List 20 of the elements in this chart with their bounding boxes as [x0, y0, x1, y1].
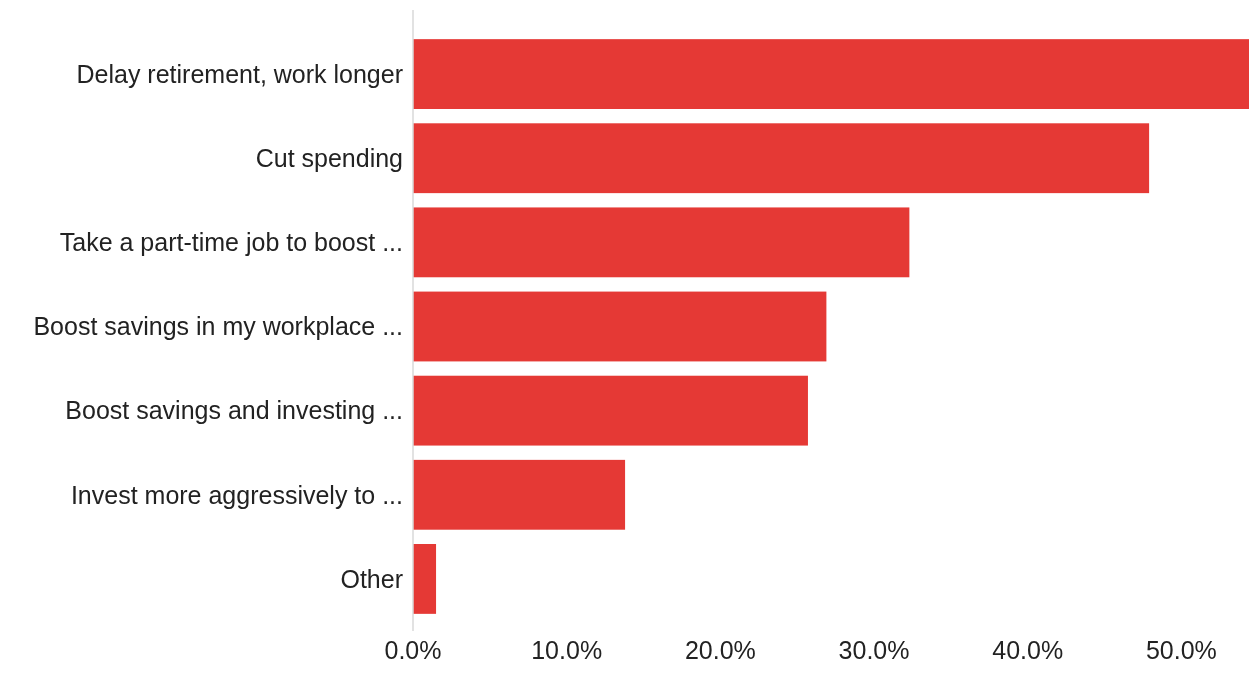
- x-tick-label: 40.0%: [992, 636, 1064, 664]
- bar: [413, 123, 1150, 194]
- bar: [413, 291, 827, 362]
- y-tick-label: Delay retirement, work longer: [76, 59, 403, 88]
- bar: [413, 375, 808, 446]
- bar: [413, 459, 626, 530]
- bar: [413, 39, 1249, 109]
- x-tick-label: 50.0%: [1145, 636, 1217, 664]
- x-tick-label: 30.0%: [838, 636, 910, 664]
- y-tick-label: Cut spending: [255, 143, 403, 172]
- bar: [413, 544, 437, 614]
- y-tick-label: Other: [340, 564, 403, 593]
- y-tick-label: Boost savings and investing ...: [65, 396, 403, 425]
- x-tick-label: 20.0%: [684, 636, 756, 664]
- bar: [413, 207, 910, 278]
- x-tick-label: 0.0%: [384, 636, 442, 664]
- y-tick-label: Invest more aggressively to ...: [70, 480, 403, 509]
- y-tick-label: Boost savings in my workplace ...: [33, 312, 403, 341]
- x-tick-label: 10.0%: [531, 636, 603, 664]
- y-tick-label: Take a part-time job to boost ...: [59, 228, 403, 257]
